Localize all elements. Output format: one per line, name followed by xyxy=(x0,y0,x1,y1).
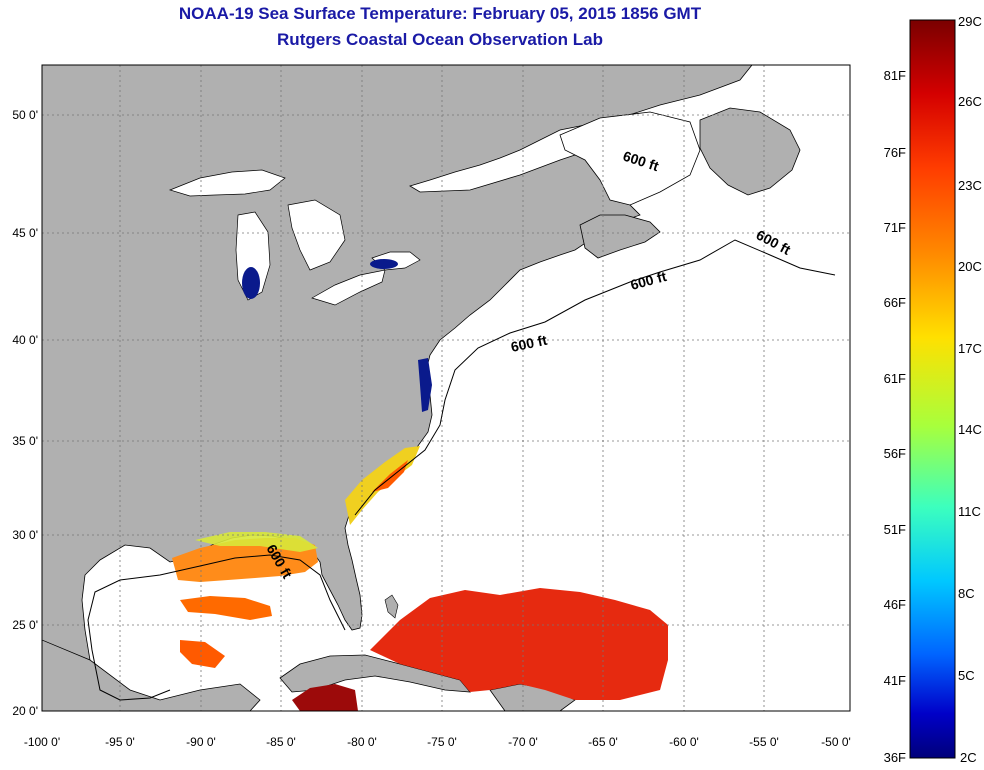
gulf-sst-shelf xyxy=(195,532,318,552)
x-tick-label: -100 0' xyxy=(24,735,60,749)
map-title: NOAA-19 Sea Surface Temperature: Februar… xyxy=(178,4,702,23)
colorbar xyxy=(909,19,956,759)
colorbar-celsius-label: 5C xyxy=(958,668,975,683)
lake-superior xyxy=(168,169,286,197)
y-tick-label: 45 0' xyxy=(12,226,38,240)
colorbar-celsius-label: 14C xyxy=(958,422,982,437)
land-bahamas xyxy=(384,594,399,619)
y-tick-label: 20 0' xyxy=(12,704,38,718)
y-tick-label: 50 0' xyxy=(12,108,38,122)
colorbar-fahrenheit-label: 81F xyxy=(884,68,906,83)
colorbar-fahrenheit-label: 36F xyxy=(884,750,906,765)
colorbar-celsius-label: 11C xyxy=(958,504,981,519)
contour-label: 600 ft xyxy=(509,332,548,355)
colorbar-celsius-label: 20C xyxy=(958,259,982,274)
gulf-sst-south xyxy=(180,596,272,620)
atlantic-sst-south xyxy=(370,588,668,700)
x-tick-label: -85 0' xyxy=(266,735,296,749)
caribbean-sst xyxy=(292,684,358,711)
colorbar-fahrenheit-label: 56F xyxy=(884,446,906,461)
colorbar-celsius-label: 29C xyxy=(958,14,982,29)
y-tick-label: 30 0' xyxy=(12,528,38,542)
land-yucatan xyxy=(42,639,261,711)
land-newfoundland xyxy=(699,107,801,196)
isobath-600ft xyxy=(87,554,346,701)
colorbar-celsius-label: 26C xyxy=(958,94,982,109)
colorbar-celsius-label: 8C xyxy=(958,586,975,601)
colorbar-celsius-label: 23C xyxy=(958,178,982,193)
colorbar-fahrenheit-label: 46F xyxy=(884,597,906,612)
x-tick-label: -70 0' xyxy=(508,735,538,749)
y-tick-label: 40 0' xyxy=(12,333,38,347)
y-tick-label: 35 0' xyxy=(12,434,38,448)
isobath-600ft-east xyxy=(354,239,836,516)
map-subtitle: Rutgers Coastal Ocean Observation Lab xyxy=(277,30,603,49)
colorbar-celsius-label: 17C xyxy=(958,341,982,356)
gulf-st-lawrence xyxy=(559,111,701,206)
x-tick-label: -95 0' xyxy=(105,735,135,749)
lake-huron xyxy=(287,199,346,271)
x-tick-label: -60 0' xyxy=(669,735,699,749)
colorbar-fahrenheit-label: 71F xyxy=(884,220,906,235)
lake-ontario-sst xyxy=(370,259,398,269)
x-tick-label: -50 0' xyxy=(821,735,851,749)
colorbar-fahrenheit-label: 51F xyxy=(884,522,906,537)
y-tick-label: 25 0' xyxy=(12,618,38,632)
x-tick-label: -65 0' xyxy=(588,735,618,749)
lake-michigan-sst xyxy=(242,267,260,299)
lake-erie xyxy=(311,269,386,306)
x-tick-label: -75 0' xyxy=(427,735,457,749)
colorbar-fahrenheit-label: 41F xyxy=(884,673,906,688)
gulf-sst-west xyxy=(180,640,225,668)
colorbar-fahrenheit-label: 76F xyxy=(884,145,906,160)
colorbar-fahrenheit-label: 66F xyxy=(884,295,906,310)
x-tick-label: -80 0' xyxy=(347,735,377,749)
colorbar-fahrenheit-label: 61F xyxy=(884,371,906,386)
chesapeake-sst xyxy=(418,358,432,412)
map-frame xyxy=(41,64,851,712)
gulf-stream-core xyxy=(372,460,408,492)
x-tick-label: -90 0' xyxy=(186,735,216,749)
colorbar-celsius-label: 2C xyxy=(960,750,977,765)
x-tick-label: -55 0' xyxy=(749,735,779,749)
land-nova-scotia xyxy=(579,214,661,259)
